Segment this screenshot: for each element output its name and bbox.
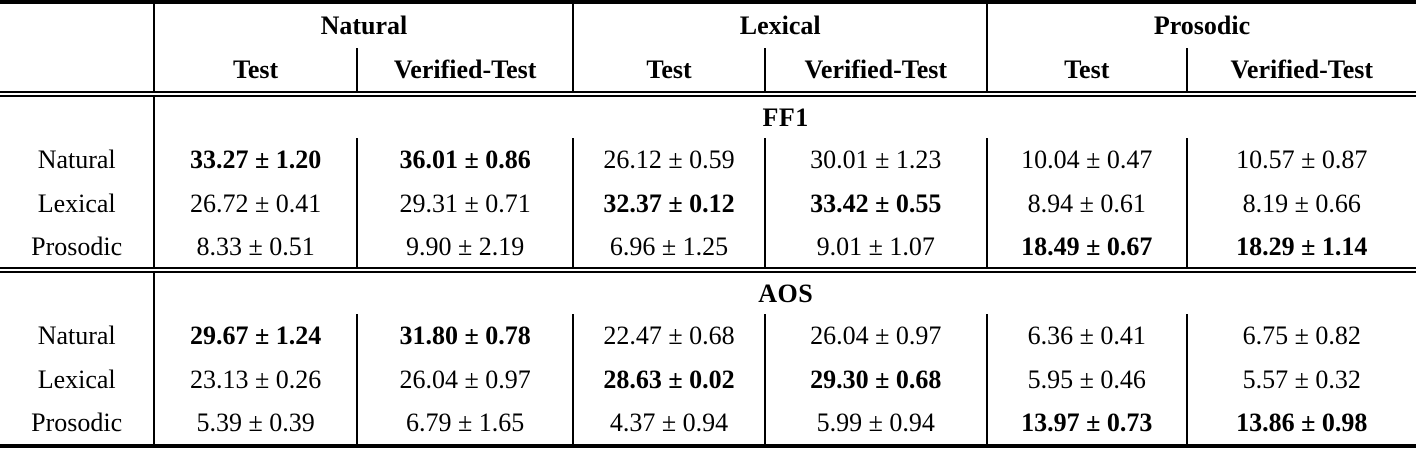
result-cell: 26.72 ± 0.41: [153, 182, 357, 226]
result-cell: 29.31 ± 0.71: [355, 182, 574, 226]
result-cell: 13.86 ± 0.98: [1185, 402, 1416, 446]
result-cell: 36.01 ± 0.86: [355, 138, 574, 182]
table-row-aos-lexical: Lexical 23.13 ± 0.26 26.04 ± 0.97 28.63 …: [0, 358, 1416, 402]
result-cell: 26.04 ± 0.97: [763, 314, 987, 358]
result-cell: 9.90 ± 2.19: [355, 226, 574, 273]
results-table: Natural Lexical Prosodic Test Verified-T…: [0, 0, 1416, 448]
col-header-natural-verified-test: Verified-Test: [355, 48, 574, 97]
table-row-ff1-natural: Natural 33.27 ± 1.20 36.01 ± 0.86 26.12 …: [0, 138, 1416, 182]
result-cell: 6.36 ± 0.41: [985, 314, 1187, 358]
result-cell: 29.67 ± 1.24: [153, 314, 357, 358]
result-cell: 8.94 ± 0.61: [985, 182, 1187, 226]
corner-cell: [0, 48, 155, 97]
result-cell: 33.42 ± 0.55: [763, 182, 987, 226]
row-label-natural: Natural: [37, 321, 116, 350]
result-cell: 18.49 ± 0.67: [985, 226, 1187, 273]
result-cell: 5.57 ± 0.32: [1185, 358, 1416, 402]
row-label-prosodic: Prosodic: [0, 226, 155, 273]
column-group-header-row: Natural Lexical Prosodic: [0, 2, 1416, 48]
section-title-ff1: FF1: [153, 94, 1416, 138]
section-title-row-aos: AOS: [0, 270, 1416, 314]
table-row-ff1-prosodic: Prosodic 8.33 ± 0.51 9.90 ± 2.19 6.96 ± …: [0, 226, 1416, 273]
result-cell: 22.47 ± 0.68: [572, 314, 765, 358]
column-group-prosodic: Prosodic: [985, 2, 1416, 48]
col-header-lexical-test: Test: [572, 48, 765, 97]
result-cell: 26.12 ± 0.59: [572, 138, 765, 182]
result-cell: 33.27 ± 1.20: [153, 138, 357, 182]
result-cell: 6.75 ± 0.82: [1185, 314, 1416, 358]
table-row-aos-prosodic: Prosodic 5.39 ± 0.39 6.79 ± 1.65 4.37 ± …: [0, 402, 1416, 446]
col-header-natural-test: Test: [153, 48, 357, 97]
col-header-lexical-verified-test: Verified-Test: [763, 48, 987, 97]
column-group-natural: Natural: [153, 2, 574, 48]
column-group-lexical: Lexical: [572, 2, 987, 48]
result-cell: 29.30 ± 0.68: [763, 358, 987, 402]
result-cell: 6.96 ± 1.25: [572, 226, 765, 273]
row-label-prosodic: Prosodic: [31, 408, 123, 437]
col-header-prosodic-test: Test: [985, 48, 1187, 97]
result-cell: 28.63 ± 0.02: [572, 358, 765, 402]
col-header-prosodic-verified-test: Verified-Test: [1185, 48, 1416, 97]
result-cell: 31.80 ± 0.78: [355, 314, 574, 358]
result-cell: 23.13 ± 0.26: [153, 358, 357, 402]
result-cell: 10.57 ± 0.87: [1185, 138, 1416, 182]
subcolumn-header-row: Test Verified-Test Test Verified-Test Te…: [0, 48, 1416, 97]
corner-cell: [0, 2, 154, 48]
result-cell: 5.39 ± 0.39: [153, 402, 357, 446]
result-cell: 5.99 ± 0.94: [763, 402, 987, 446]
section-title-aos: AOS: [153, 270, 1416, 314]
section-title-row-ff1: FF1: [0, 94, 1416, 138]
row-label-natural: Natural: [37, 145, 116, 174]
row-label-lexical: Lexical: [37, 189, 116, 218]
result-cell: 8.33 ± 0.51: [153, 226, 357, 273]
table-row-aos-natural: Natural 29.67 ± 1.24 31.80 ± 0.78 22.47 …: [0, 314, 1416, 358]
result-cell: 18.29 ± 1.14: [1185, 226, 1416, 273]
table-row-ff1-lexical: Lexical 26.72 ± 0.41 29.31 ± 0.71 32.37 …: [0, 182, 1416, 226]
result-cell: 5.95 ± 0.46: [985, 358, 1187, 402]
result-cell: 10.04 ± 0.47: [985, 138, 1187, 182]
result-cell: 8.19 ± 0.66: [1185, 182, 1416, 226]
result-cell: 9.01 ± 1.07: [763, 226, 987, 273]
empty-label-cell: [0, 270, 154, 314]
result-cell: 4.37 ± 0.94: [572, 402, 765, 446]
result-cell: 30.01 ± 1.23: [763, 138, 987, 182]
result-cell: 6.79 ± 1.65: [355, 402, 574, 446]
result-cell: 26.04 ± 0.97: [355, 358, 574, 402]
empty-label-cell: [0, 94, 154, 138]
result-cell: 32.37 ± 0.12: [572, 182, 765, 226]
row-label-lexical: Lexical: [37, 365, 116, 394]
result-cell: 13.97 ± 0.73: [985, 402, 1187, 446]
